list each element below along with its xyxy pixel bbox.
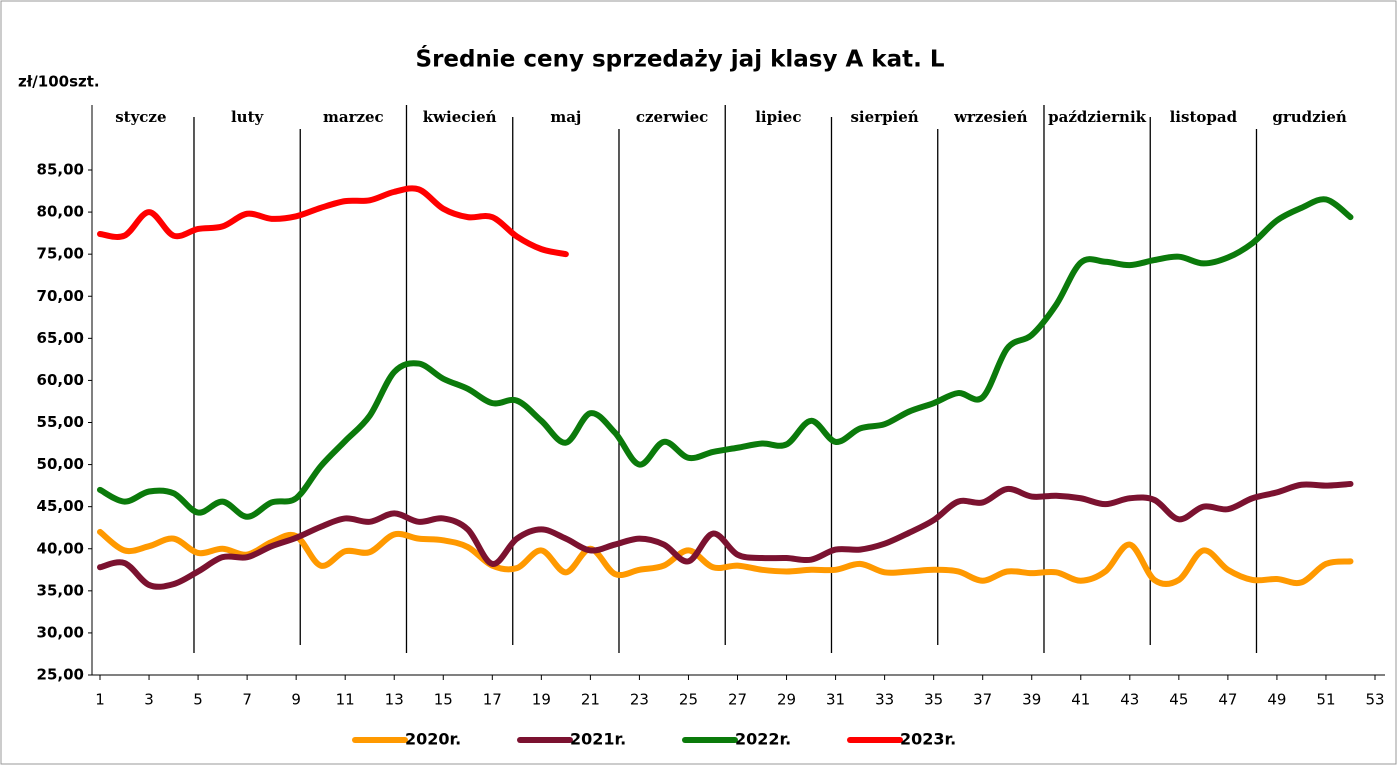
y-tick-label: 50,00 bbox=[37, 455, 84, 473]
x-tick-label: 31 bbox=[826, 691, 845, 709]
x-tick-label: 19 bbox=[532, 691, 551, 709]
legend-label: 2021r. bbox=[570, 730, 626, 749]
y-tick-label: 30,00 bbox=[37, 623, 84, 641]
x-tick-label: 35 bbox=[924, 691, 943, 709]
x-tick-label: 21 bbox=[581, 691, 600, 709]
series-line bbox=[97, 480, 1354, 590]
y-tick-label: 80,00 bbox=[37, 203, 84, 221]
x-tick-label: 45 bbox=[1169, 691, 1188, 709]
y-tick-label: 45,00 bbox=[37, 497, 84, 515]
x-tick-label: 3 bbox=[144, 691, 154, 709]
month-label: grudzień bbox=[1272, 108, 1347, 126]
x-tick-label: 39 bbox=[1022, 691, 1041, 709]
month-label: listopad bbox=[1170, 108, 1238, 126]
x-tick-label: 43 bbox=[1120, 691, 1139, 709]
month-label: maj bbox=[550, 108, 581, 126]
legend-label: 2023r. bbox=[900, 730, 956, 749]
legend-label: 2020r. bbox=[405, 730, 461, 749]
x-tick-label: 47 bbox=[1218, 691, 1237, 709]
y-tick-label: 70,00 bbox=[37, 287, 84, 305]
series-line bbox=[97, 196, 1354, 520]
y-tick-label: 25,00 bbox=[37, 666, 84, 684]
month-label: lipiec bbox=[755, 108, 801, 126]
x-tick-label: 13 bbox=[385, 691, 404, 709]
month-label: marzec bbox=[323, 108, 384, 126]
x-tick-label: 11 bbox=[336, 691, 355, 709]
series-line bbox=[97, 185, 569, 258]
x-tick-label: 49 bbox=[1267, 691, 1286, 709]
series-line bbox=[97, 528, 1354, 587]
y-tick-label: 75,00 bbox=[37, 245, 84, 263]
x-tick-label: 53 bbox=[1365, 691, 1384, 709]
x-tick-label: 51 bbox=[1316, 691, 1335, 709]
month-label: październik bbox=[1048, 108, 1146, 126]
month-label: kwiecień bbox=[423, 108, 497, 126]
x-tick-label: 29 bbox=[777, 691, 796, 709]
y-axis-label: zł/100szt. bbox=[18, 73, 100, 91]
legend-label: 2022r. bbox=[735, 730, 791, 749]
month-label: stycze bbox=[115, 108, 166, 126]
x-tick-label: 17 bbox=[483, 691, 502, 709]
x-tick-label: 25 bbox=[679, 691, 698, 709]
month-label: luty bbox=[231, 108, 265, 126]
y-tick-label: 40,00 bbox=[37, 539, 84, 557]
x-tick-label: 7 bbox=[242, 691, 252, 709]
month-label: sierpień bbox=[850, 108, 918, 126]
x-tick-label: 15 bbox=[434, 691, 453, 709]
x-tick-label: 37 bbox=[973, 691, 992, 709]
y-tick-label: 65,00 bbox=[37, 329, 84, 347]
month-label: czerwiec bbox=[636, 108, 708, 126]
x-tick-label: 27 bbox=[728, 691, 747, 709]
y-tick-label: 35,00 bbox=[37, 581, 84, 599]
y-tick-label: 60,00 bbox=[37, 371, 84, 389]
chart-title: Średnie ceny sprzedaży jaj klasy A kat. … bbox=[416, 45, 945, 73]
x-tick-label: 33 bbox=[875, 691, 894, 709]
x-tick-label: 41 bbox=[1071, 691, 1090, 709]
x-tick-label: 1 bbox=[95, 691, 105, 709]
y-tick-label: 55,00 bbox=[37, 413, 84, 431]
x-tick-label: 9 bbox=[291, 691, 301, 709]
month-label: wrzesień bbox=[953, 108, 1028, 126]
x-tick-label: 5 bbox=[193, 691, 203, 709]
y-tick-label: 85,00 bbox=[37, 161, 84, 179]
x-tick-label: 23 bbox=[630, 691, 649, 709]
